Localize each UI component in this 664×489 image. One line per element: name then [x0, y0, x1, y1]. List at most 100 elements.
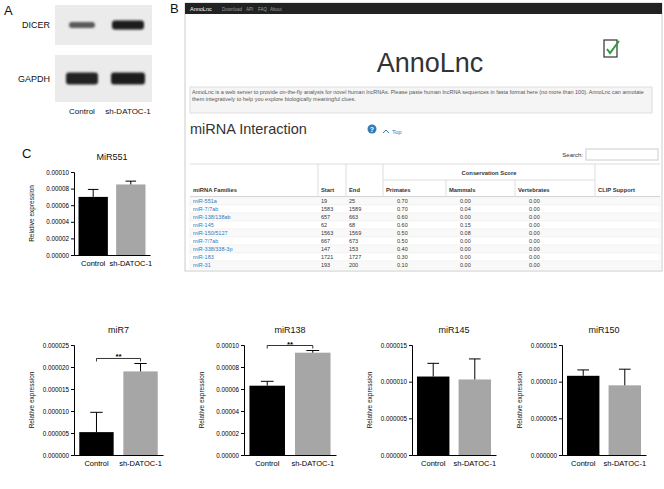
help-icon[interactable]: ? — [370, 126, 374, 133]
x-axis: Controlsh-DATOC-1 — [75, 255, 153, 268]
y-tick-mark — [241, 367, 244, 368]
blot-band — [112, 21, 144, 30]
chart-title: miR138 — [274, 325, 305, 335]
chart-title: miR150 — [588, 325, 619, 335]
table-cell: 25 — [349, 198, 355, 204]
nav-link[interactable]: About — [270, 7, 283, 12]
bar — [249, 386, 285, 455]
table-cell: 0.00 — [529, 246, 540, 252]
search-input[interactable] — [586, 149, 658, 160]
x-axis-line — [413, 455, 497, 456]
table-cell: 147 — [321, 246, 330, 252]
panel-label: B — [170, 1, 179, 16]
logo-icon — [604, 40, 619, 57]
bar — [417, 377, 449, 455]
table-rule — [190, 164, 660, 165]
table-rule — [446, 180, 447, 197]
top-arrow[interactable] — [383, 130, 389, 133]
y-axis-title: Relative expression — [28, 185, 36, 242]
y-tick: 0.000015 — [531, 342, 562, 349]
blot-band — [111, 73, 145, 85]
panel-label: C — [22, 146, 31, 161]
y-tick: 0.00010 — [216, 342, 244, 349]
x-tick: Control — [421, 455, 446, 468]
y-tick-mark — [71, 255, 74, 256]
y-tick-mark — [241, 411, 244, 412]
y-tick-mark — [71, 189, 74, 190]
table-row — [190, 205, 660, 213]
mirna-family-link[interactable]: miR-145 — [193, 222, 214, 228]
y-tick-mark — [71, 433, 74, 434]
x-tick-label: sh-DATOC-1 — [603, 459, 646, 468]
blot-lane-label: sh-DATOC-1 — [105, 107, 151, 116]
bar — [459, 379, 491, 455]
table-cell: 0.70 — [397, 198, 408, 204]
mirna-family-link[interactable]: miR-138/138ab — [193, 214, 231, 220]
panel-label: A — [4, 3, 13, 18]
y-axis: 0.000000.000020.000040.000060.000080.000… — [46, 169, 74, 259]
y-axis-line — [559, 346, 563, 456]
table-cell: 0.00 — [460, 198, 471, 204]
blot-band — [66, 73, 98, 85]
table-cell: 0.00 — [529, 262, 540, 268]
y-tick: 0.000005 — [531, 415, 562, 422]
table-row — [190, 229, 660, 237]
table-cell: 0.00 — [460, 246, 471, 252]
y-tick: 0.00004 — [216, 408, 244, 415]
column-header[interactable]: miRNA Families — [193, 187, 237, 193]
table-cell: 0.00 — [529, 198, 540, 204]
blot-lane-label: Control — [69, 107, 95, 116]
significance-label: ** — [287, 340, 294, 349]
mirna-family-link[interactable]: miR-150/5127 — [193, 230, 228, 236]
mirna-family-link[interactable]: miR-551a — [193, 198, 218, 204]
table-row — [190, 197, 660, 205]
nav-brand[interactable]: AnnoLnc — [190, 6, 212, 12]
table-cell: 0.60 — [397, 214, 408, 220]
table-cell: 0.00 — [460, 254, 471, 260]
plot-area — [79, 181, 146, 255]
plot-area — [417, 359, 491, 455]
x-tick-label: Control — [571, 459, 596, 468]
mirna-family-link[interactable]: miR-7/7ab — [193, 206, 218, 212]
table-cell: 200 — [349, 262, 358, 268]
error-bar — [577, 370, 589, 376]
annolnc-screenshot: AnnoLncDownloadAPIFAQAboutAnnoLncAnnoLnc… — [185, 3, 662, 271]
y-tick-label: 0.000010 — [531, 378, 558, 385]
error-bar — [619, 369, 631, 385]
y-tick-label: 0.000025 — [43, 342, 70, 349]
y-tick-mark — [71, 172, 74, 173]
x-tick-label: sh-DATOC-1 — [453, 459, 496, 468]
column-header[interactable]: Start — [321, 187, 334, 193]
column-header[interactable]: Mammals — [449, 187, 475, 193]
nav-link[interactable]: API — [246, 7, 253, 12]
y-tick: 0.000010 — [381, 378, 412, 385]
top-link[interactable]: Top — [392, 129, 402, 135]
x-tick: sh-DATOC-1 — [119, 455, 162, 468]
table-row — [190, 221, 660, 229]
bar — [79, 197, 108, 255]
mirna-family-link[interactable]: miR-338/338-3p — [193, 246, 232, 252]
table-rule — [595, 164, 596, 197]
column-header[interactable]: End — [349, 187, 360, 193]
mirna-family-link[interactable]: miR-183 — [193, 254, 214, 260]
y-tick-label: 0.000015 — [381, 342, 408, 349]
interaction-table: miRNA Families Start End Primates Mammals Ver… — [190, 164, 660, 269]
y-tick: 0.000020 — [43, 364, 74, 371]
nav-link[interactable]: Download — [222, 7, 243, 12]
y-tick-label: 0.00002 — [216, 430, 239, 437]
y-tick: 0.00004 — [46, 218, 74, 225]
y-axis: 0.000000.000020.000040.000060.000080.000… — [216, 342, 244, 459]
help-icon-bg[interactable] — [368, 125, 377, 134]
y-tick: 0.00010 — [46, 169, 74, 176]
mirna-family-link[interactable]: miR-7/7ab — [193, 238, 218, 244]
y-tick-mark — [241, 455, 244, 456]
y-tick: 0.00006 — [46, 202, 74, 209]
column-header[interactable]: Primates — [386, 187, 411, 193]
column-header[interactable]: Vertebrates — [518, 187, 550, 193]
mirna-family-link[interactable]: miR-31 — [193, 262, 211, 268]
error-bar — [90, 412, 102, 432]
y-axis-line — [409, 346, 413, 456]
nav-link[interactable]: FAQ — [258, 7, 268, 12]
column-header[interactable]: CLIP Support — [598, 187, 635, 193]
table-cell: 153 — [349, 246, 358, 252]
